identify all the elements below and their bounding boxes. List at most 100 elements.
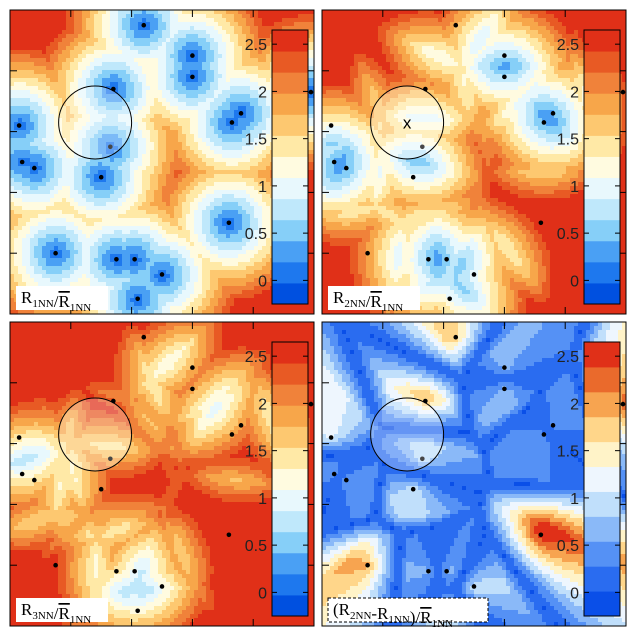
- heatmap-cell: [234, 262, 239, 267]
- heatmap-cell: [102, 238, 107, 243]
- heatmap-cell: [118, 22, 123, 27]
- heatmap-cell: [174, 266, 179, 271]
- heatmap-cell: [258, 86, 263, 91]
- heatmap-cell: [138, 134, 143, 139]
- heatmap-cell: [18, 18, 23, 23]
- heatmap-cell: [238, 162, 243, 167]
- heatmap-cell: [34, 262, 39, 267]
- heatmap-cell: [238, 210, 243, 215]
- heatmap-cell: [38, 166, 43, 171]
- heatmap-cell: [178, 246, 183, 251]
- heatmap-cell: [42, 50, 47, 55]
- heatmap-cell: [102, 250, 107, 255]
- heatmap-cell: [14, 222, 19, 227]
- heatmap-cell: [146, 174, 151, 179]
- heatmap-cell: [230, 102, 235, 107]
- heatmap-cell: [102, 18, 107, 23]
- heatmap-cell: [210, 94, 215, 99]
- heatmap-cell: [134, 170, 139, 175]
- heatmap-cell: [26, 170, 31, 175]
- heatmap-cell: [250, 218, 255, 223]
- heatmap-cell: [74, 150, 79, 155]
- heatmap-cell: [194, 106, 199, 111]
- heatmap-cell: [146, 162, 151, 167]
- heatmap-cell: [150, 38, 155, 43]
- heatmap-cell: [310, 14, 314, 19]
- heatmap-cell: [18, 266, 23, 271]
- heatmap-cell: [82, 174, 87, 179]
- heatmap-cell: [146, 186, 151, 191]
- heatmap-cell: [186, 94, 191, 99]
- heatmap-cell: [234, 50, 239, 55]
- heatmap-cell: [66, 238, 71, 243]
- heatmap-cell: [78, 78, 83, 83]
- heatmap-cell: [70, 102, 75, 107]
- heatmap-cell: [162, 34, 167, 39]
- heatmap-cell: [258, 82, 263, 87]
- heatmap-cell: [202, 178, 207, 183]
- heatmap-cell: [234, 10, 239, 15]
- heatmap-cell: [234, 26, 239, 31]
- heatmap-cell: [158, 126, 163, 131]
- heatmap-cell: [210, 50, 215, 55]
- heatmap-cell: [182, 134, 187, 139]
- heatmap-cell: [22, 270, 27, 275]
- heatmap-cell: [74, 238, 79, 243]
- heatmap-cell: [214, 206, 219, 211]
- heatmap-cell: [62, 154, 67, 159]
- heatmap-cell: [214, 218, 219, 223]
- heatmap-cell: [70, 106, 75, 111]
- heatmap-cell: [238, 166, 243, 171]
- heatmap-cell: [202, 194, 207, 199]
- heatmap-cell: [142, 90, 147, 95]
- heatmap-cell: [222, 214, 227, 219]
- heatmap-cell: [246, 266, 251, 271]
- heatmap-cell: [186, 90, 191, 95]
- heatmap-cell: [62, 214, 67, 219]
- heatmap-cell: [238, 206, 243, 211]
- heatmap-cell: [254, 118, 259, 123]
- heatmap-cell: [14, 22, 19, 27]
- heatmap-cell: [214, 122, 219, 127]
- heatmap-cell: [194, 250, 199, 255]
- heatmap-cell: [154, 102, 159, 107]
- heatmap-cell: [74, 146, 79, 151]
- heatmap-cell: [54, 194, 59, 199]
- heatmap-cell: [122, 250, 127, 255]
- heatmap-cell: [74, 114, 79, 119]
- heatmap-cell: [238, 186, 243, 191]
- heatmap-cell: [178, 266, 183, 271]
- heatmap-cell: [118, 118, 123, 123]
- heatmap-cell: [262, 90, 267, 95]
- heatmap-cell: [50, 222, 55, 227]
- heatmap-cell: [42, 150, 47, 155]
- heatmap-cell: [134, 94, 139, 99]
- heatmap-cell: [90, 66, 95, 71]
- heatmap-cell: [106, 230, 111, 235]
- heatmap-cell: [114, 178, 119, 183]
- heatmap-cell: [310, 230, 314, 235]
- heatmap-cell: [202, 250, 207, 255]
- heatmap-cell: [162, 206, 167, 211]
- heatmap-cell: [142, 238, 147, 243]
- heatmap-cell: [194, 210, 199, 215]
- heatmap-cell: [62, 58, 67, 63]
- heatmap-cell: [310, 30, 314, 35]
- heatmap-cell: [142, 126, 147, 131]
- heatmap-cell: [146, 134, 151, 139]
- heatmap-cell: [66, 70, 71, 75]
- heatmap-cell: [78, 114, 83, 119]
- heatmap-cell: [190, 146, 195, 151]
- heatmap-cell: [218, 42, 223, 47]
- heatmap-cell: [86, 102, 91, 107]
- heatmap-cell: [234, 258, 239, 263]
- heatmap-cell: [254, 146, 259, 151]
- heatmap-cell: [162, 246, 167, 251]
- heatmap-cell: [82, 250, 87, 255]
- heatmap-cell: [26, 10, 31, 15]
- heatmap-cell: [238, 170, 243, 175]
- heatmap-cell: [298, 26, 303, 31]
- heatmap-cell: [98, 170, 103, 175]
- heatmap-cell: [242, 242, 247, 247]
- heatmap-cell: [254, 194, 259, 199]
